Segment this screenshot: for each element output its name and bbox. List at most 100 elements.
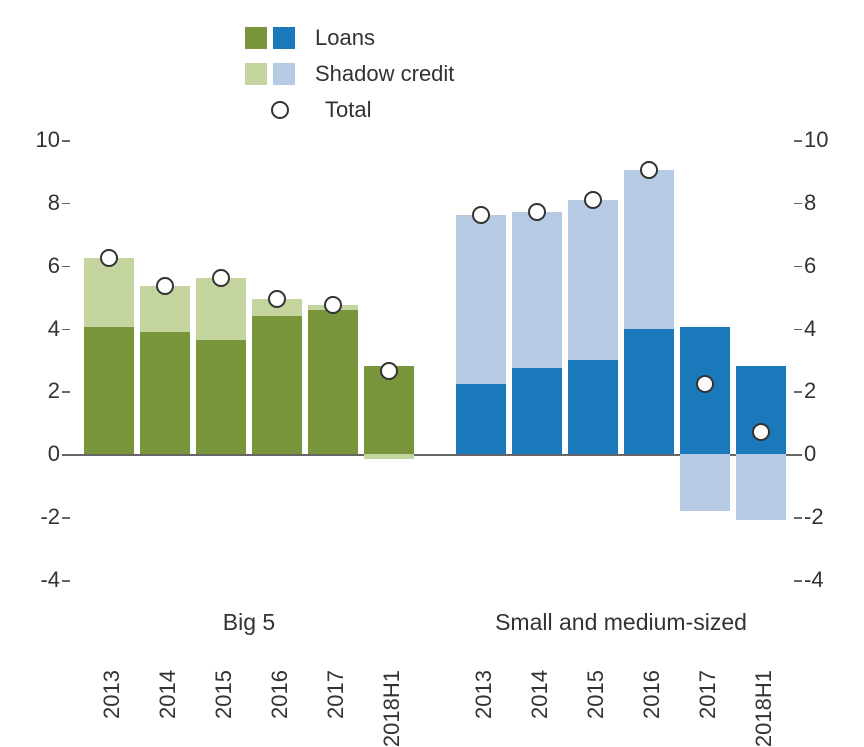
total-marker: [380, 362, 398, 380]
y-tick-label-right: -4: [804, 567, 854, 593]
y-tick-label-right: 8: [804, 190, 854, 216]
bar-shadow: [456, 215, 506, 383]
y-tick-label-right: 4: [804, 316, 854, 342]
bar-sme-2013: [456, 140, 506, 580]
bar-loans: [84, 327, 134, 454]
bar-big5-2013: [84, 140, 134, 580]
total-marker: [268, 290, 286, 308]
bar-loans: [456, 384, 506, 455]
x-tick-label: 2015: [211, 670, 237, 719]
bar-shadow: [736, 454, 786, 520]
y-tick-label-left: 2: [10, 378, 60, 404]
y-tick-mark-left: [62, 203, 70, 205]
total-marker: [156, 277, 174, 295]
y-tick-mark-left: [62, 140, 70, 142]
legend-swatch-loans-2: [273, 27, 295, 49]
total-marker: [472, 206, 490, 224]
y-tick-mark-left: [62, 517, 70, 519]
y-tick-mark-right: [794, 329, 802, 331]
x-tick-label: 2017: [323, 670, 349, 719]
total-marker: [640, 161, 658, 179]
legend-item-loans: Loans: [245, 20, 454, 56]
y-tick-mark-left: [62, 266, 70, 268]
bar-loans: [512, 368, 562, 454]
bar-loans: [140, 332, 190, 455]
legend-item-total: Total: [245, 92, 454, 128]
bar-shadow: [84, 258, 134, 327]
y-tick-mark-right: [794, 454, 802, 456]
y-tick-label-left: -2: [10, 504, 60, 530]
bar-loans: [252, 316, 302, 454]
y-tick-mark-right: [794, 266, 802, 268]
x-tick-label: 2014: [155, 670, 181, 719]
legend-swatch-shadow-2: [273, 63, 295, 85]
bar-loans: [624, 329, 674, 455]
bar-loans: [308, 310, 358, 455]
bar-shadow: [680, 454, 730, 511]
bar-shadow: [196, 278, 246, 339]
y-tick-label-left: 8: [10, 190, 60, 216]
legend: Loans Shadow credit Total: [245, 20, 454, 128]
total-marker: [696, 375, 714, 393]
x-tick-label: 2018H1: [379, 670, 405, 747]
legend-swatch-shadow-1: [245, 63, 267, 85]
y-tick-mark-right: [794, 391, 802, 393]
total-marker: [528, 203, 546, 221]
x-tick-label: 2014: [527, 670, 553, 719]
group-title-sme: Small and medium-sized: [495, 609, 747, 636]
x-tick-label: 2015: [583, 670, 609, 719]
bar-shadow: [568, 200, 618, 360]
bar-big5-2014: [140, 140, 190, 580]
y-tick-label-right: -2: [804, 504, 854, 530]
y-tick-label-left: -4: [10, 567, 60, 593]
y-tick-mark-left: [62, 454, 70, 456]
total-marker: [100, 249, 118, 267]
bar-sme-2014: [512, 140, 562, 580]
total-marker: [752, 423, 770, 441]
y-tick-mark-left: [62, 580, 70, 582]
legend-label-shadow: Shadow credit: [315, 61, 454, 87]
bar-loans: [196, 340, 246, 455]
y-tick-label-left: 4: [10, 316, 60, 342]
legend-swatch-loans-1: [245, 27, 267, 49]
bar-sme-2018H1: [736, 140, 786, 580]
y-tick-label-right: 6: [804, 253, 854, 279]
x-tick-label: 2018H1: [751, 670, 777, 747]
legend-item-shadow: Shadow credit: [245, 56, 454, 92]
y-tick-mark-right: [794, 140, 802, 142]
y-tick-label-left: 6: [10, 253, 60, 279]
total-marker: [584, 191, 602, 209]
bar-big5-2018H1: [364, 140, 414, 580]
plot-area: -4-4-2-200224466881010201320142015201620…: [70, 140, 794, 580]
x-tick-label: 2016: [639, 670, 665, 719]
y-tick-label-right: 2: [804, 378, 854, 404]
bar-shadow: [624, 170, 674, 329]
total-marker: [324, 296, 342, 314]
x-tick-label: 2016: [267, 670, 293, 719]
bar-big5-2016: [252, 140, 302, 580]
legend-label-total: Total: [325, 97, 371, 123]
y-tick-label-right: 0: [804, 441, 854, 467]
x-tick-label: 2013: [471, 670, 497, 719]
chart-container: Loans Shadow credit Total -4-4-2-2002244…: [0, 0, 864, 747]
x-tick-label: 2013: [99, 670, 125, 719]
bar-sme-2015: [568, 140, 618, 580]
bar-shadow: [364, 454, 414, 459]
y-tick-mark-right: [794, 517, 802, 519]
y-tick-mark-right: [794, 203, 802, 205]
y-tick-label-left: 0: [10, 441, 60, 467]
y-tick-mark-left: [62, 329, 70, 331]
group-title-big5: Big 5: [223, 609, 275, 636]
bar-loans: [568, 360, 618, 454]
y-tick-mark-left: [62, 391, 70, 393]
bar-big5-2017: [308, 140, 358, 580]
bar-sme-2016: [624, 140, 674, 580]
bar-big5-2015: [196, 140, 246, 580]
bar-sme-2017: [680, 140, 730, 580]
legend-marker-total: [271, 101, 289, 119]
total-marker: [212, 269, 230, 287]
y-tick-label-left: 10: [10, 127, 60, 153]
x-tick-label: 2017: [695, 670, 721, 719]
bar-shadow: [512, 212, 562, 368]
y-tick-mark-right: [794, 580, 802, 582]
